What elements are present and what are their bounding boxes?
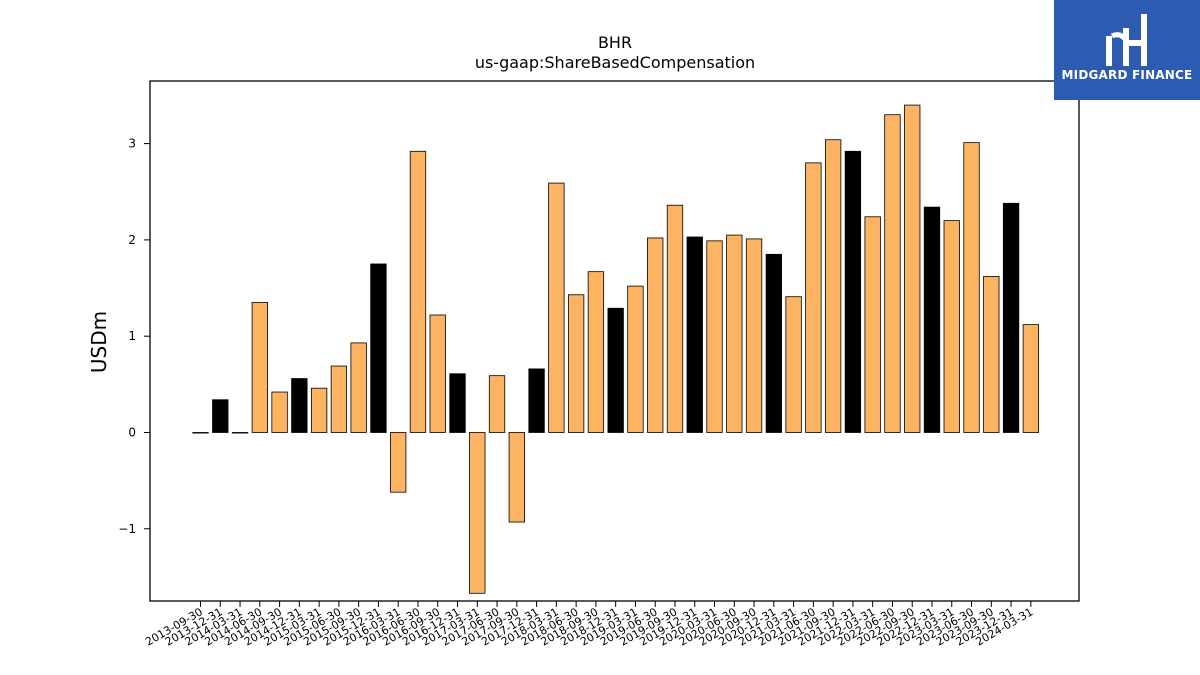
x-axis: 2013-09-302013-12-312014-03-312014-06-30… bbox=[143, 601, 1035, 649]
brand-name: MIDGARD FINANCE bbox=[1061, 68, 1193, 82]
bar bbox=[647, 237, 664, 433]
bar bbox=[923, 206, 941, 433]
bar bbox=[310, 387, 328, 433]
bar bbox=[330, 365, 348, 433]
chart-title: BHR bbox=[598, 33, 632, 52]
bar bbox=[1002, 202, 1020, 433]
bar bbox=[271, 391, 288, 433]
bar bbox=[212, 399, 229, 433]
bar bbox=[429, 314, 446, 433]
bar bbox=[449, 373, 466, 433]
bar bbox=[548, 182, 565, 433]
bar bbox=[745, 238, 763, 433]
bar bbox=[607, 307, 624, 433]
bar bbox=[726, 234, 743, 433]
y-tick-label: −1 bbox=[118, 522, 136, 536]
bars-layer bbox=[192, 104, 1039, 594]
brand-logo: MIDGARD FINANCE bbox=[1054, 0, 1200, 100]
bar bbox=[904, 104, 921, 433]
bar bbox=[390, 432, 407, 493]
y-tick-label: 0 bbox=[128, 425, 136, 439]
bar bbox=[706, 240, 723, 433]
bar bbox=[805, 162, 822, 433]
bar bbox=[528, 368, 545, 433]
midgard-logo-icon bbox=[1106, 14, 1147, 66]
y-axis-label: USDm bbox=[87, 311, 111, 373]
bar bbox=[370, 263, 387, 433]
bar bbox=[587, 271, 605, 433]
bar bbox=[488, 375, 506, 433]
y-tick-label: 3 bbox=[128, 137, 136, 151]
bar bbox=[469, 432, 486, 594]
bar bbox=[508, 432, 525, 523]
bar bbox=[943, 220, 960, 433]
y-tick-label: 2 bbox=[128, 233, 136, 247]
bar bbox=[844, 150, 862, 433]
bar bbox=[567, 294, 585, 433]
bar bbox=[864, 216, 881, 433]
bar bbox=[627, 285, 644, 433]
bar bbox=[666, 204, 684, 433]
bar bbox=[983, 276, 1000, 433]
bar bbox=[291, 378, 308, 433]
chart-subtitle: us-gaap:ShareBasedCompensation bbox=[475, 53, 755, 72]
bar bbox=[409, 150, 427, 433]
y-axis: −1 0 1 2 3 bbox=[118, 137, 150, 536]
bar bbox=[963, 142, 980, 433]
bar bbox=[1022, 324, 1039, 433]
bar bbox=[192, 432, 209, 434]
bar bbox=[251, 302, 268, 433]
y-tick-label: 1 bbox=[128, 329, 136, 343]
bar bbox=[765, 253, 782, 433]
plot-frame bbox=[149, 80, 1080, 602]
bar bbox=[884, 114, 901, 433]
bar bbox=[686, 236, 703, 433]
bar bbox=[231, 432, 249, 434]
bar bbox=[785, 296, 802, 433]
bar bbox=[350, 342, 367, 433]
bar bbox=[824, 139, 842, 433]
